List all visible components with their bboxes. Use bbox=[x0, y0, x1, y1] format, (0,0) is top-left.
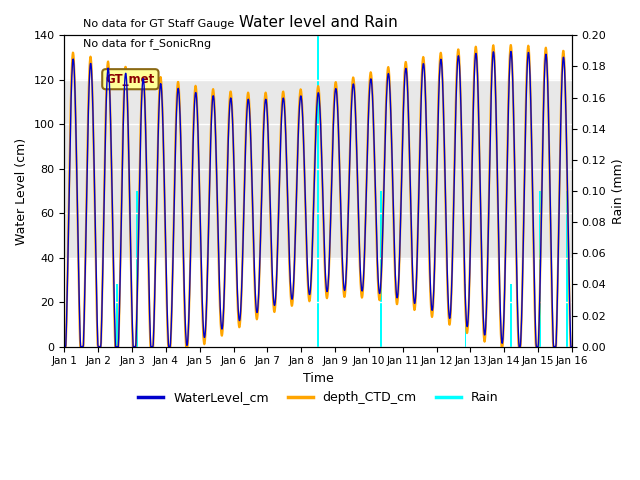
Bar bbox=[566, 191, 567, 347]
Bar bbox=[136, 191, 137, 347]
Y-axis label: Water Level (cm): Water Level (cm) bbox=[15, 137, 28, 245]
X-axis label: Time: Time bbox=[303, 372, 333, 385]
Bar bbox=[567, 191, 568, 347]
Text: No data for f_SonicRng: No data for f_SonicRng bbox=[83, 38, 211, 49]
Bar bbox=[566, 191, 568, 347]
Bar bbox=[317, 36, 318, 347]
Bar bbox=[117, 285, 118, 347]
Y-axis label: Rain (mm): Rain (mm) bbox=[612, 158, 625, 224]
Bar bbox=[116, 285, 117, 347]
Legend: WaterLevel_cm, depth_CTD_cm, Rain: WaterLevel_cm, depth_CTD_cm, Rain bbox=[133, 386, 503, 409]
Title: Water level and Rain: Water level and Rain bbox=[239, 15, 397, 30]
Bar bbox=[318, 36, 319, 347]
Bar bbox=[380, 191, 381, 347]
Bar bbox=[137, 191, 138, 347]
Bar bbox=[65, 80, 572, 258]
Text: GT_met: GT_met bbox=[106, 72, 155, 86]
Text: No data for GT Staff Gauge: No data for GT Staff Gauge bbox=[83, 19, 234, 29]
Bar bbox=[465, 285, 466, 347]
Bar bbox=[511, 285, 512, 347]
Bar bbox=[510, 285, 511, 347]
Bar bbox=[465, 285, 466, 347]
Bar bbox=[539, 191, 540, 347]
Bar bbox=[318, 36, 319, 347]
Bar bbox=[116, 285, 117, 347]
Bar bbox=[137, 191, 138, 347]
Bar bbox=[540, 191, 541, 347]
